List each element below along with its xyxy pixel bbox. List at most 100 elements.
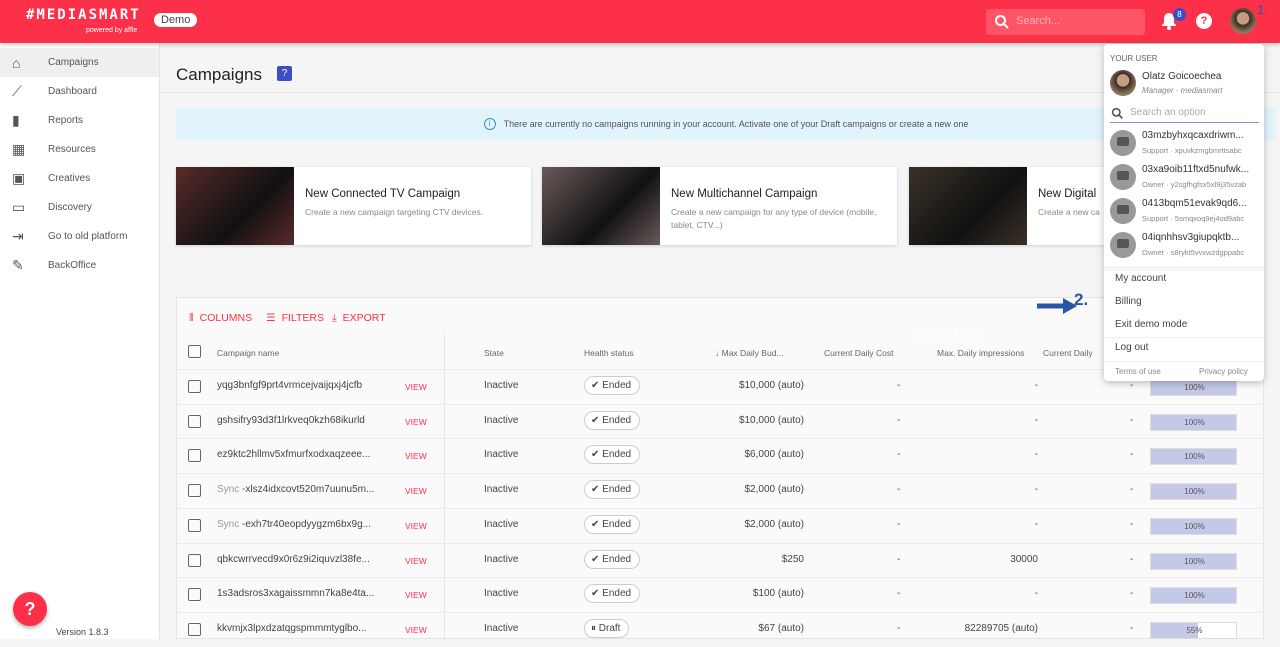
max-daily-budget: $250 bbox=[781, 553, 804, 565]
new-campaign-card[interactable]: New Digital Create a new ca bbox=[909, 167, 1104, 245]
account-option[interactable]: 03xa9oib11ftxd5nufwk... Owner · y2sgfhgfs… bbox=[1110, 161, 1260, 195]
row-checkbox[interactable] bbox=[188, 518, 201, 532]
campaign-name[interactable]: Sync -exh7tr40eopdyygzm6bx9g... bbox=[217, 519, 371, 530]
card-title: New Connected TV Campaign bbox=[305, 188, 461, 200]
view-link[interactable]: VIEW bbox=[405, 590, 427, 601]
campaign-name-text: kkvmjx3lpxdzatqgspmmmtyglbo... bbox=[217, 622, 367, 634]
progress-label: 100% bbox=[1184, 452, 1205, 462]
header-state[interactable]: State bbox=[484, 348, 504, 358]
option-search-input[interactable]: Search an option bbox=[1110, 105, 1259, 123]
account-name: 03xa9oib11ftxd5nufwk... bbox=[1142, 164, 1250, 175]
help-book-icon[interactable]: ? bbox=[277, 66, 292, 81]
state: Inactive bbox=[484, 588, 519, 600]
double-check-icon: ✔ bbox=[591, 449, 603, 461]
health-status-badge: ✔ Ended bbox=[584, 410, 641, 430]
help-icon[interactable]: ? bbox=[1196, 13, 1212, 29]
card-description: Create a new ca bbox=[1038, 207, 1100, 217]
filters-button[interactable]: ☰ FILTERS bbox=[266, 312, 324, 325]
row-checkbox[interactable] bbox=[188, 414, 201, 428]
progress-label: 100% bbox=[1184, 556, 1205, 566]
header-current-daily[interactable]: Current Daily bbox=[1043, 348, 1093, 358]
export-button[interactable]: ⤓ EXPORT bbox=[332, 312, 386, 325]
progress-bar: 100% bbox=[1150, 517, 1237, 535]
table-row[interactable]: yqg3bnfgf9prt4vrmcejvaijqxj4jcfb VIEW In… bbox=[177, 369, 1265, 404]
table-row[interactable]: Sync -xlsz4idxcovt520m7uunu5m... VIEW In… bbox=[177, 473, 1265, 508]
exit-demo-item[interactable]: Exit demo mode bbox=[1115, 319, 1188, 330]
campaign-name[interactable]: Sync -xlsz4idxcovt520m7uunu5m... bbox=[217, 484, 374, 495]
card-title: New Digital bbox=[1038, 188, 1097, 200]
progress-bar: 55% bbox=[1150, 621, 1237, 639]
my-account-item[interactable]: My account bbox=[1115, 273, 1167, 284]
current-daily-cost: - bbox=[897, 588, 901, 600]
new-campaign-card[interactable]: New Multichannel Campaign Create a new ca… bbox=[542, 167, 897, 245]
help-fab-button[interactable]: ? bbox=[13, 592, 47, 626]
sidebar-item-reports[interactable]: ▮ Reports bbox=[0, 106, 159, 135]
account-option[interactable]: 0413bqm51evak9qd6... Support · 5smqxoq9ej… bbox=[1110, 195, 1260, 229]
table-row[interactable]: kkvmjx3lpxdzatqgspmmmtyglbo... VIEW Inac… bbox=[177, 611, 1265, 647]
campaign-name[interactable]: yqg3bnfgf9prt4vrmcejvaijqxj4jcfb bbox=[217, 380, 362, 391]
sidebar-item-creatives[interactable]: ▣ Creatives bbox=[0, 164, 159, 193]
sidebar-item-campaigns[interactable]: ⌂ Campaigns bbox=[0, 48, 159, 77]
table-row[interactable]: Sync -exh7tr40eopdyygzm6bx9g... VIEW Ina… bbox=[177, 507, 1265, 543]
columns-button[interactable]: ⦀ COLUMNS bbox=[189, 312, 252, 325]
view-link[interactable]: VIEW bbox=[405, 486, 427, 497]
sidebar-item-resources[interactable]: ▦ Resources bbox=[0, 135, 159, 164]
logout-item[interactable]: Log out bbox=[1115, 342, 1149, 353]
select-all-checkbox[interactable] bbox=[188, 345, 201, 358]
row-checkbox[interactable] bbox=[188, 622, 201, 636]
logo-subtitle: powered by affle bbox=[86, 27, 138, 34]
account-option[interactable]: 04iqnhhsv3giupqktb... Owner · s8rykt5vvxw… bbox=[1110, 229, 1260, 263]
row-checkbox[interactable] bbox=[188, 588, 201, 602]
view-link[interactable]: VIEW bbox=[405, 382, 427, 392]
sidebar-item-backoffice[interactable]: ✎ BackOffice bbox=[0, 251, 159, 280]
health-label: Ended bbox=[602, 380, 632, 391]
campaign-name[interactable]: qbkcwrrvecd9x0r6z9i2iquvzl38fe... bbox=[217, 554, 370, 565]
campaign-name[interactable]: kkvmjx3lpxdzatqgspmmmtyglbo... bbox=[217, 623, 367, 634]
header-max-daily-budget[interactable]: ↓ Max Daily Bud... bbox=[715, 348, 784, 358]
user-avatar[interactable] bbox=[1230, 8, 1256, 34]
privacy-link[interactable]: Privacy policy bbox=[1199, 367, 1248, 376]
view-link[interactable]: VIEW bbox=[405, 624, 427, 635]
page-title: Campaigns bbox=[176, 65, 262, 84]
state: Inactive bbox=[484, 380, 519, 391]
campaign-name[interactable]: 1s3adsros3xagaissmmn7ka8e4ta... bbox=[217, 588, 374, 599]
campaign-name[interactable]: ez9ktc2hllmv5xfmurfxodxaqzeee... bbox=[217, 449, 370, 460]
row-checkbox[interactable] bbox=[188, 553, 201, 567]
header-max-daily-impressions[interactable]: Max. Daily impressions bbox=[937, 348, 1025, 358]
view-link[interactable]: VIEW bbox=[405, 520, 427, 531]
notification-badge: 8 bbox=[1173, 8, 1186, 21]
table-row[interactable]: gshsifry93d3f1lrkveq0kzh68ikurld VIEW In… bbox=[177, 403, 1265, 439]
pencil-icon: ✎ bbox=[12, 257, 24, 273]
double-check-icon: ✔ bbox=[591, 518, 603, 530]
logo[interactable]: #MEDIASMART bbox=[26, 7, 141, 23]
table-row[interactable]: 1s3adsros3xagaissmmn7ka8e4ta... VIEW Ina… bbox=[177, 577, 1265, 612]
bell-icon[interactable] bbox=[1161, 12, 1177, 30]
max-daily-budget: $100 (auto) bbox=[752, 588, 804, 600]
view-link[interactable]: VIEW bbox=[405, 555, 427, 566]
progress-label: 100% bbox=[1184, 591, 1205, 601]
account-option[interactable]: 03mzbyhxqcaxdriwm... Support · xpuvkzmgbm… bbox=[1110, 127, 1260, 161]
header-campaign-name[interactable]: Campaign name bbox=[217, 348, 280, 358]
sidebar-item-discovery[interactable]: ▭ Discovery bbox=[0, 193, 159, 222]
view-link[interactable]: VIEW bbox=[405, 451, 427, 462]
terms-link[interactable]: Terms of use bbox=[1115, 367, 1161, 376]
billing-item[interactable]: Billing bbox=[1115, 296, 1142, 307]
view-link[interactable]: VIEW bbox=[405, 416, 427, 427]
account-detail: Support · 5smqxoq9ej4od9abc bbox=[1142, 214, 1245, 223]
sidebar-item-go-to-old-platform[interactable]: ⇥ Go to old platform bbox=[0, 222, 159, 251]
current-daily-cost: - bbox=[897, 380, 901, 391]
current-daily: - bbox=[1130, 622, 1134, 634]
row-checkbox[interactable] bbox=[188, 484, 201, 498]
max-daily-impressions: - bbox=[1034, 414, 1038, 426]
row-checkbox[interactable] bbox=[188, 380, 201, 393]
campaign-name[interactable]: gshsifry93d3f1lrkveq0kzh68ikurld bbox=[217, 415, 365, 426]
table-row[interactable]: qbkcwrrvecd9x0r6z9i2iquvzl38fe... VIEW I… bbox=[177, 542, 1265, 578]
row-checkbox[interactable] bbox=[188, 449, 201, 463]
sidebar-item-dashboard[interactable]: ⟋ Dashboard bbox=[0, 77, 159, 106]
header-health-status[interactable]: Health status bbox=[584, 348, 634, 358]
table-row[interactable]: ez9ktc2hllmv5xfmurfxodxaqzeee... VIEW In… bbox=[177, 438, 1265, 473]
header-search-input[interactable]: Search... bbox=[986, 9, 1145, 35]
new-campaign-card[interactable]: New Connected TV Campaign Create a new ca… bbox=[176, 167, 531, 245]
widgets-icon: ▦ bbox=[12, 141, 26, 157]
header-current-daily-cost[interactable]: Current Daily Cost bbox=[824, 348, 894, 358]
